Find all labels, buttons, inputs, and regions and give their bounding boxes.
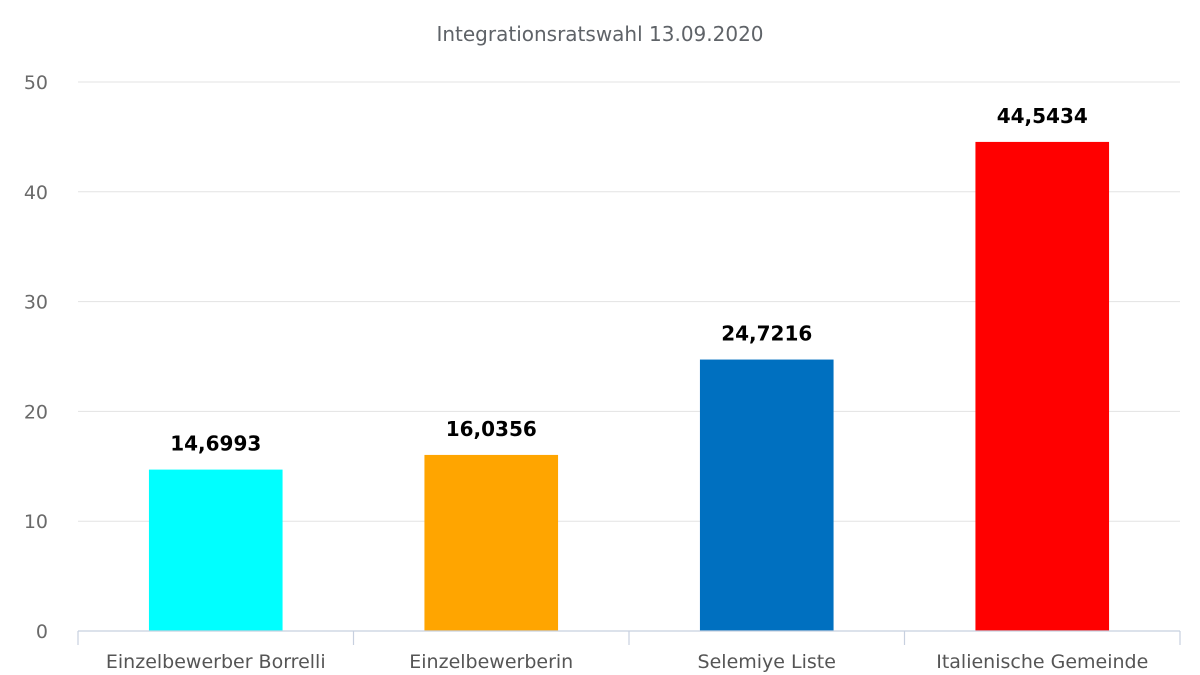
bar — [975, 141, 1110, 632]
data-label: 44,5434 — [997, 104, 1088, 128]
y-tick-label: 10 — [24, 511, 48, 533]
chart-title: Integrationsratswahl 13.09.2020 — [436, 22, 763, 46]
bars — [148, 141, 1110, 632]
bar — [148, 469, 283, 631]
y-tick-label: 50 — [24, 72, 48, 94]
y-tick-label: 40 — [24, 182, 48, 204]
y-axis: 0 10 20 30 40 50 — [24, 72, 48, 643]
x-tick-label: Einzelbewerberin — [409, 651, 573, 673]
data-label: 24,7216 — [721, 322, 812, 346]
data-label: 16,0356 — [446, 417, 537, 441]
y-tick-label: 0 — [36, 621, 48, 643]
x-tick-label: Einzelbewerber Borrelli — [106, 651, 326, 673]
data-label: 14,6993 — [170, 432, 261, 456]
x-axis: Einzelbewerber Borrelli Einzelbewerberin S… — [77, 630, 1181, 673]
x-tick-label: Italienische Gemeinde — [936, 651, 1148, 673]
y-tick-label: 20 — [24, 401, 48, 423]
y-tick-label: 30 — [24, 292, 48, 314]
data-labels: 14,6993 16,0356 24,7216 44,5434 — [170, 104, 1088, 456]
x-tick-label: Selemiye Liste — [698, 651, 836, 673]
bar — [699, 359, 834, 631]
bar — [424, 454, 559, 631]
